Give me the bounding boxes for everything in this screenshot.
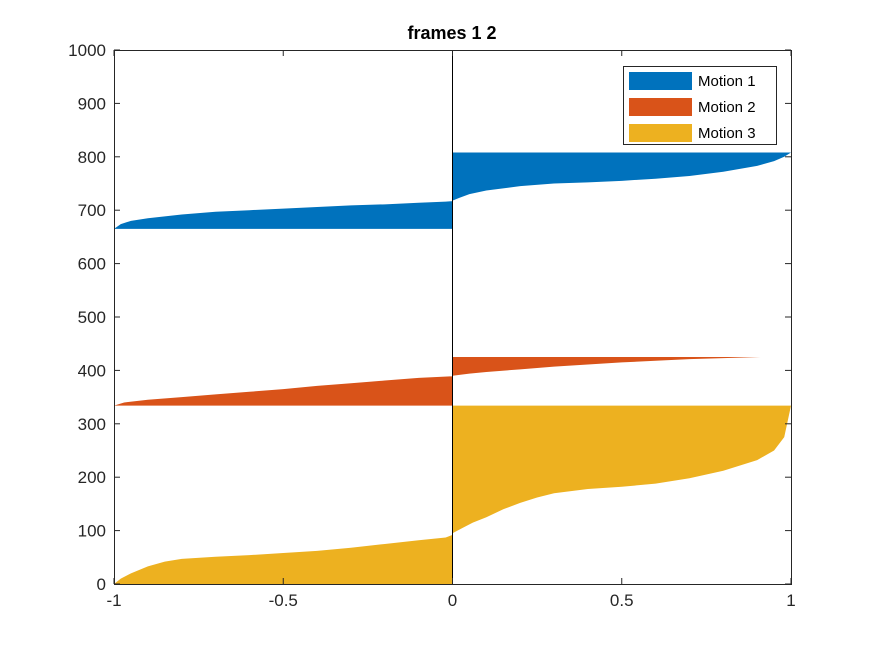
legend: Motion 1 Motion 2 Motion 3 [623, 66, 777, 145]
y-tick-label: 900 [78, 94, 106, 113]
x-tick-label: -1 [106, 591, 121, 610]
x-tick-label: 1 [786, 591, 795, 610]
legend-label-motion-3: Motion 3 [698, 125, 756, 142]
y-tick-label: 600 [78, 255, 106, 274]
y-tick-label: 1000 [68, 41, 106, 60]
x-tick-label: -0.5 [269, 591, 298, 610]
y-tick-label: 500 [78, 308, 106, 327]
y-tick-label: 100 [78, 522, 106, 541]
series-area-motion-2 [114, 357, 761, 406]
legend-label-motion-1: Motion 1 [698, 73, 756, 90]
y-tick-label: 800 [78, 148, 106, 167]
legend-swatch-motion-2 [629, 98, 692, 116]
y-tick-label: 300 [78, 415, 106, 434]
legend-label-motion-2: Motion 2 [698, 99, 756, 116]
legend-swatch-motion-3 [629, 124, 692, 142]
chart-title: frames 1 2 [407, 23, 496, 43]
y-tick-label: 700 [78, 201, 106, 220]
y-tick-label: 0 [97, 575, 106, 594]
tick-layer: -1 -0.5 0 0.5 1 0 100 200 300 400 500 600 700 800 900 1… [68, 41, 796, 610]
y-tick-label: 200 [78, 468, 106, 487]
y-tick-label: 400 [78, 361, 106, 380]
legend-swatch-motion-1 [629, 72, 692, 90]
x-tick-label: 0.5 [610, 591, 634, 610]
x-tick-label: 0 [448, 591, 457, 610]
